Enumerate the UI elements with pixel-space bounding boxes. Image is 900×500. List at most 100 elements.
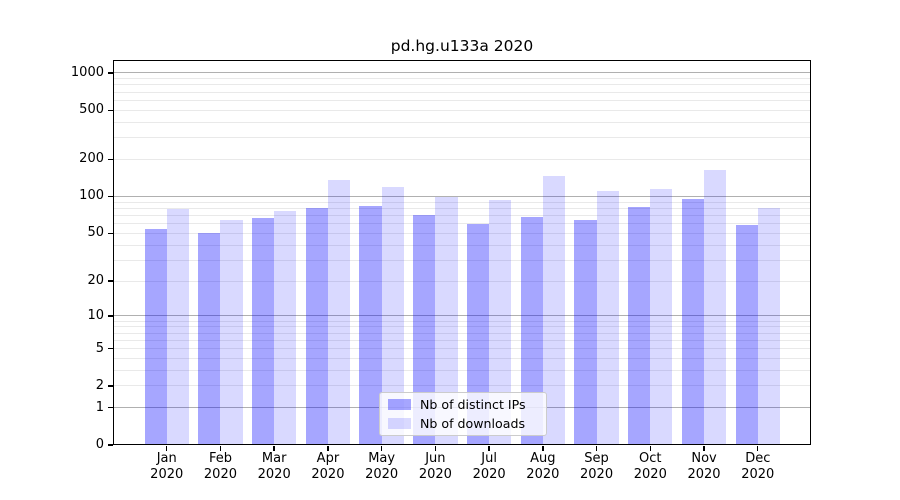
- bar-distinct-ips: [198, 233, 221, 445]
- y-axis-tick-label: 500: [79, 102, 104, 118]
- minor-gridline: [114, 259, 810, 261]
- major-gridline: [114, 72, 810, 74]
- legend: Nb of distinct IPs Nb of downloads: [379, 392, 547, 436]
- bar-distinct-ips: [144, 229, 167, 445]
- x-tick-mark: [542, 446, 544, 451]
- minor-gridline: [114, 339, 810, 341]
- bar-distinct-ips: [359, 206, 382, 445]
- bar-distinct-ips: [735, 225, 758, 445]
- y-tick-mark: [108, 72, 113, 74]
- bar-distinct-ips: [413, 214, 436, 445]
- minor-gridline: [114, 207, 810, 209]
- x-tick-mark: [380, 446, 383, 451]
- bar-downloads: [327, 180, 351, 445]
- y-tick-mark: [108, 406, 113, 409]
- y-tick-mark: [108, 280, 113, 282]
- y-axis-tick-label: 0: [95, 437, 104, 452]
- bar-distinct-ips: [466, 223, 490, 445]
- x-axis-tick-label: Oct 2020: [633, 451, 667, 482]
- bar-downloads: [596, 191, 619, 445]
- y-axis-tick-label: 1: [95, 399, 104, 415]
- chart-title: pd.hg.u133a 2020: [390, 37, 534, 55]
- x-axis-tick-label: Jul 2020: [472, 451, 506, 482]
- y-tick-mark: [108, 158, 113, 161]
- bar-distinct-ips: [251, 217, 275, 445]
- x-tick-mark: [488, 446, 490, 451]
- y-axis-tick-label: 2: [95, 377, 104, 393]
- bar-downloads: [704, 169, 727, 445]
- x-tick-mark: [166, 446, 168, 451]
- minor-gridline: [114, 280, 810, 282]
- bar-downloads: [650, 189, 673, 445]
- minor-gridline: [114, 348, 810, 349]
- major-gridline: [114, 195, 810, 197]
- legend-swatch-distinct-ips: [388, 399, 411, 410]
- x-axis-tick-label: Jan 2020: [150, 451, 184, 482]
- bar-distinct-ips: [574, 220, 597, 445]
- y-axis-tick-label: 100: [79, 188, 104, 204]
- minor-gridline: [114, 91, 810, 93]
- x-tick-mark: [273, 446, 275, 451]
- minor-gridline: [114, 357, 810, 359]
- y-tick-mark: [108, 347, 113, 350]
- bar-downloads: [381, 187, 404, 445]
- legend-swatch-downloads: [388, 418, 411, 429]
- x-axis-tick-label: Mar 2020: [257, 451, 291, 482]
- x-axis-tick-label: Aug 2020: [526, 451, 560, 482]
- x-tick-mark: [434, 446, 437, 451]
- y-tick-mark: [108, 109, 113, 111]
- y-axis-tick-label: 50: [87, 225, 104, 241]
- y-axis-tick-label: 1000: [70, 64, 104, 80]
- minor-gridline: [114, 332, 810, 334]
- x-axis-tick-label: Feb 2020: [203, 451, 237, 482]
- legend-row: Nb of distinct IPs: [388, 397, 538, 413]
- legend-label-distinct-ips: Nb of distinct IPs: [420, 396, 526, 412]
- bar-downloads: [166, 209, 189, 445]
- major-gridline: [114, 315, 810, 317]
- y-tick-mark: [108, 444, 113, 446]
- bar-downloads: [435, 197, 458, 445]
- minor-gridline: [114, 320, 810, 322]
- x-axis-tick-label: Nov 2020: [687, 451, 721, 482]
- minor-gridline: [114, 201, 810, 203]
- minor-gridline: [114, 121, 810, 123]
- y-tick-mark: [108, 232, 113, 234]
- x-tick-mark: [649, 446, 651, 451]
- minor-gridline: [114, 158, 810, 160]
- minor-gridline: [114, 232, 810, 234]
- bar-distinct-ips: [520, 216, 543, 445]
- bar-downloads: [542, 175, 566, 445]
- minor-gridline: [114, 244, 810, 246]
- bar-downloads: [274, 211, 297, 445]
- x-axis-tick-label: Jun 2020: [418, 451, 452, 482]
- y-axis-tick-label: 20: [87, 273, 104, 289]
- minor-gridline: [114, 84, 810, 86]
- minor-gridline: [114, 214, 810, 216]
- x-axis-tick-label: Dec 2020: [741, 451, 775, 482]
- y-axis-tick-label: 10: [87, 307, 104, 323]
- minor-gridline: [114, 137, 810, 139]
- minor-gridline: [114, 385, 810, 387]
- legend-row: Nb of downloads: [388, 416, 538, 432]
- legend-label-downloads: Nb of downloads: [420, 415, 526, 431]
- minor-gridline: [114, 326, 810, 328]
- x-tick-mark: [327, 446, 329, 451]
- bar-downloads: [220, 220, 243, 445]
- y-axis-tick-label: 200: [79, 151, 104, 167]
- bar-distinct-ips: [628, 207, 651, 445]
- x-tick-mark: [703, 446, 705, 451]
- x-tick-mark: [595, 446, 598, 451]
- bar-distinct-ips: [305, 207, 328, 445]
- y-tick-mark: [108, 385, 113, 387]
- x-axis-tick-label: May 2020: [365, 451, 399, 482]
- minor-gridline: [114, 78, 810, 80]
- x-tick-mark: [757, 446, 759, 451]
- minor-gridline: [114, 369, 810, 371]
- x-axis-tick-label: Sep 2020: [580, 451, 614, 482]
- minor-gridline: [114, 223, 810, 225]
- bar-downloads: [489, 200, 512, 445]
- y-tick-mark: [108, 315, 113, 317]
- minor-gridline: [114, 109, 810, 111]
- y-tick-mark: [108, 195, 113, 198]
